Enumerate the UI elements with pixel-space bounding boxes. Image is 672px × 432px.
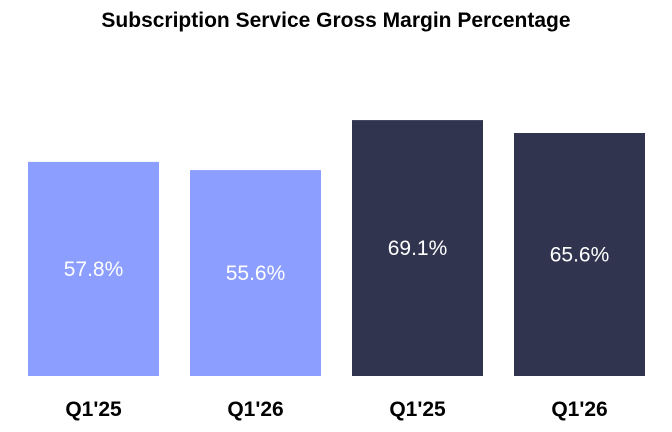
- bar-3: [352, 120, 483, 376]
- bar-4: [514, 133, 645, 376]
- x-tick-label-1: Q1'25: [65, 398, 122, 421]
- x-tick-label-4: Q1'26: [551, 398, 607, 421]
- x-axis-tick-labels: Q1'25 Q1'26 Q1'25 Q1'26: [65, 398, 607, 421]
- data-label-2: 55.6%: [226, 262, 286, 285]
- x-tick-label-3: Q1'25: [389, 398, 446, 421]
- data-label-1: 57.8%: [64, 258, 124, 281]
- bar-1: [28, 161, 159, 376]
- chart-title: Subscription Service Gross Margin Percen…: [101, 9, 571, 32]
- data-label-3: 69.1%: [388, 237, 448, 260]
- bar-2: [190, 170, 321, 376]
- x-tick-label-2: Q1'26: [227, 398, 283, 421]
- data-labels-layer: 57.8% 55.6% 69.1% 65.6%: [64, 237, 610, 285]
- data-label-4: 65.6%: [550, 244, 610, 267]
- bars-layer: [28, 120, 645, 376]
